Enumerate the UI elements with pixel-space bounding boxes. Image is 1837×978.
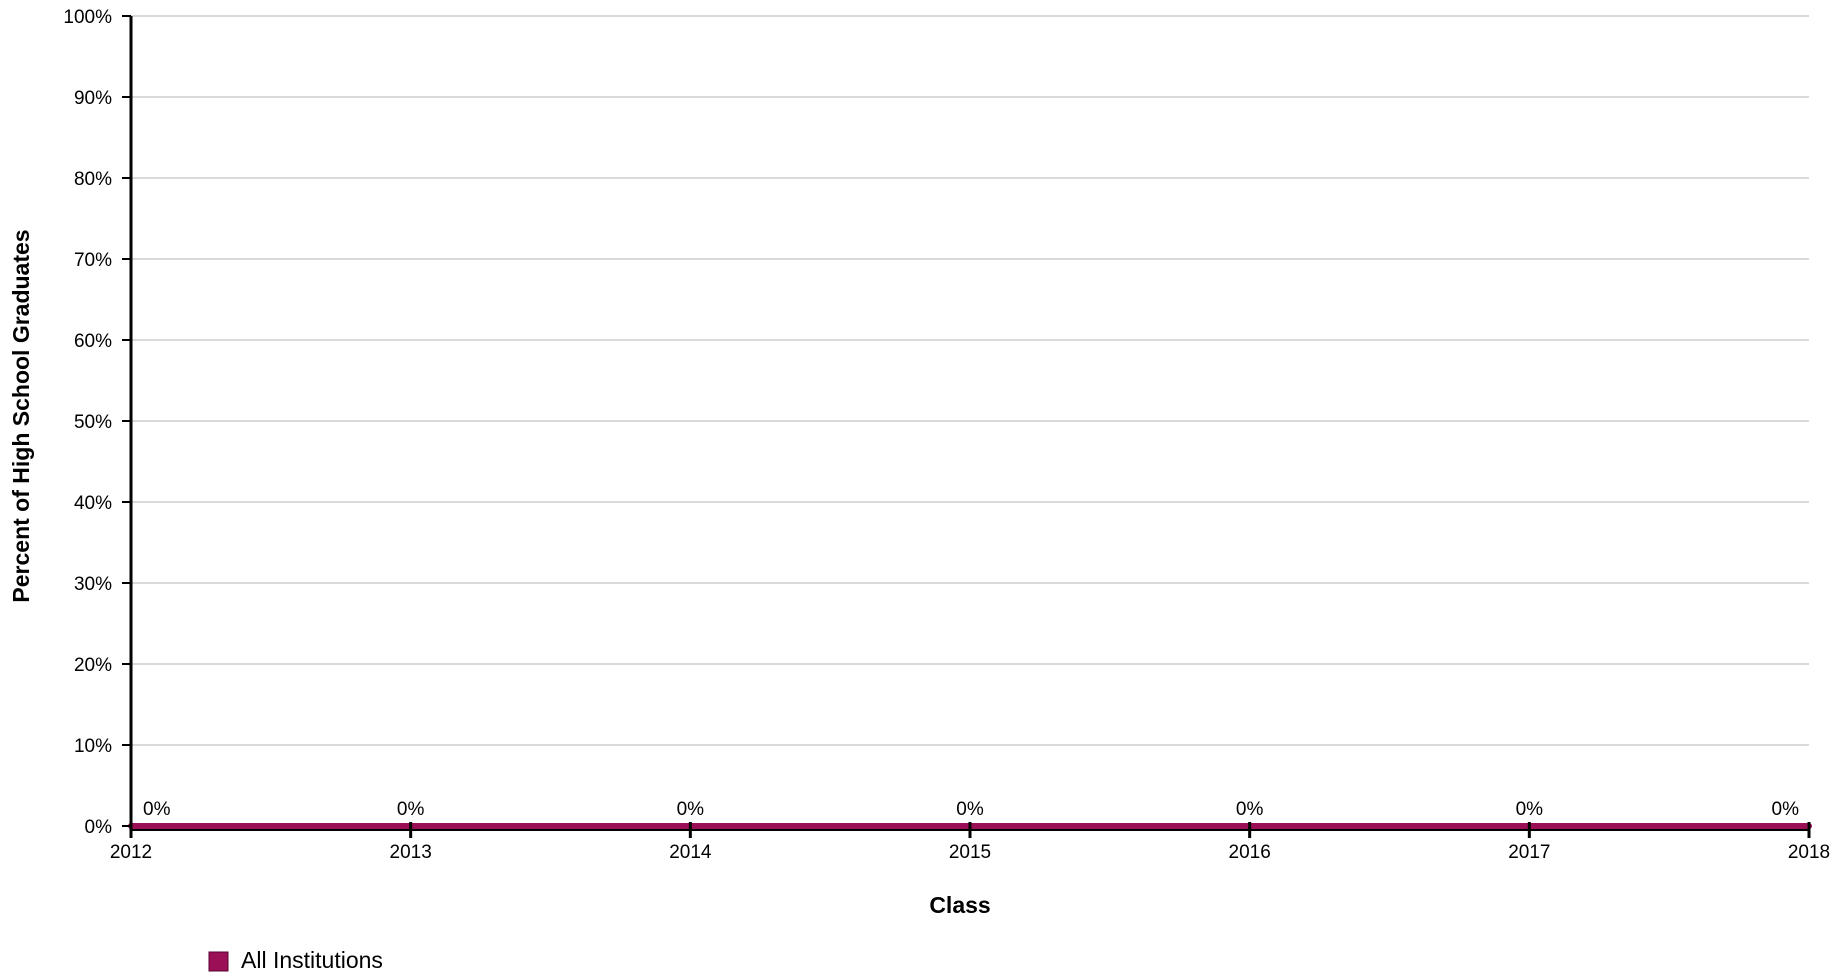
y-axis-title: Percent of High School Graduates — [8, 229, 34, 602]
data-label: 0% — [143, 799, 171, 820]
data-label: 0% — [1236, 799, 1264, 820]
data-label: 0% — [397, 799, 425, 820]
y-tick-label: 50% — [74, 412, 112, 433]
x-tick-label: 2012 — [110, 842, 152, 863]
x-tick-label: 2014 — [669, 842, 712, 863]
data-label: 0% — [1772, 799, 1800, 820]
legend-label: All Institutions — [241, 947, 383, 973]
data-label: 0% — [1516, 799, 1544, 820]
data-labels: 0% 0% 0% 0% 0% 0% 0% — [143, 799, 1799, 820]
y-tick-label: 0% — [85, 817, 113, 838]
y-tick-label: 90% — [74, 88, 112, 109]
y-tick-label: 100% — [63, 7, 112, 28]
y-tick-label: 80% — [74, 169, 112, 190]
x-tick-label: 2016 — [1229, 842, 1271, 863]
gridlines — [131, 15, 1809, 827]
y-tick-labels: 0% 10% 20% 30% 40% 50% 60% 70% 80% 90% 100% — [63, 7, 112, 838]
x-tick-label: 2017 — [1508, 842, 1550, 863]
data-label: 0% — [677, 799, 705, 820]
y-tick-label: 30% — [74, 574, 112, 595]
y-tick-label: 40% — [74, 493, 112, 514]
axes — [122, 15, 1811, 838]
y-tick-label: 60% — [74, 331, 112, 352]
data-label: 0% — [956, 799, 984, 820]
y-tick-label: 20% — [74, 655, 112, 676]
x-tick-label: 2018 — [1788, 842, 1830, 863]
x-tick-labels: 2012 2013 2014 2015 2016 2017 2018 — [110, 842, 1830, 863]
x-tick-label: 2015 — [949, 842, 991, 863]
legend-swatch — [208, 951, 229, 972]
y-tick-label: 10% — [74, 736, 112, 757]
legend: All Institutions — [208, 947, 383, 973]
y-tick-label: 70% — [74, 250, 112, 271]
x-axis-title: Class — [929, 892, 990, 918]
x-tick-label: 2013 — [390, 842, 432, 863]
